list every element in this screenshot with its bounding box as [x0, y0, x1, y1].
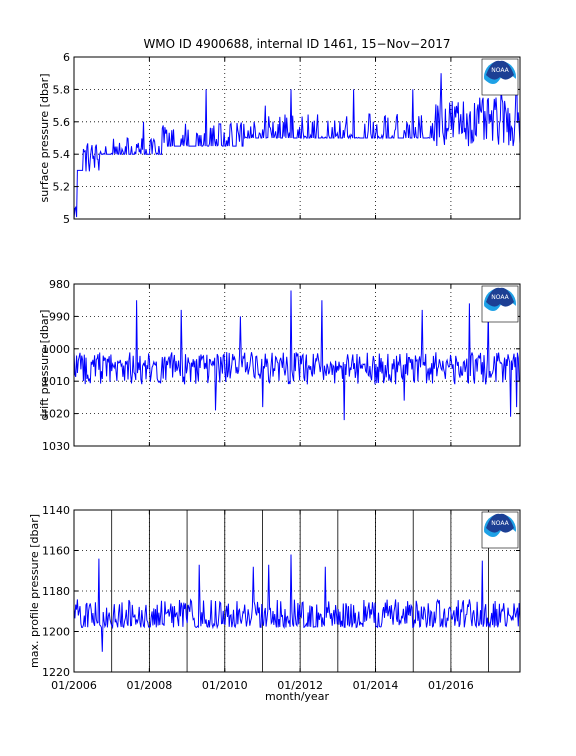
y-tick-label: 5.2 — [53, 181, 71, 194]
y-tick-label: 1200 — [42, 626, 70, 639]
y-tick-label: 6 — [63, 51, 70, 64]
y-tick-label: 1160 — [42, 545, 70, 558]
y-tick-label: 5.4 — [53, 148, 71, 161]
x-tick-label: 01/2014 — [353, 679, 399, 692]
noaa-logo-text: NOAA — [491, 294, 509, 301]
x-tick-label: 01/2008 — [127, 679, 173, 692]
y-tick-label: 980 — [49, 278, 70, 291]
y-axis-label: drift pressure [dbar] — [38, 310, 51, 421]
panel-1: 5 5.2 5.4 5.6 5.8 6 surface pressure [dbar] NOA… — [38, 51, 521, 226]
x-tick-label: 01/2012 — [277, 679, 323, 692]
x-tick-label: 01/2010 — [202, 679, 248, 692]
panel-2: 980 990 1000 1010 1020 1030 drift pressure [db… — [38, 278, 521, 453]
y-tick-label: 990 — [49, 310, 70, 323]
y-axis-label: max. profile pressure [dbar] — [28, 514, 41, 668]
axes-frame — [73, 283, 521, 447]
plot-area — [74, 510, 520, 672]
series-line — [73, 554, 521, 652]
noaa-logo: NOAA — [481, 58, 519, 96]
y-tick-label: 1020 — [42, 408, 70, 421]
x-tick-label: 01/2006 — [51, 679, 97, 692]
x-tick-label: 01/2016 — [428, 679, 474, 692]
noaa-logo: NOAA — [481, 285, 519, 323]
noaa-logo: NOAA — [481, 511, 519, 549]
figure-title: WMO ID 4900688, internal ID 1461, 15−Nov… — [143, 37, 450, 51]
y-axis-label: surface pressure [dbar] — [38, 74, 51, 203]
y-tick-label: 5.8 — [53, 83, 71, 96]
y-tick-label: 1010 — [42, 375, 70, 388]
y-tick-label: 5.6 — [53, 116, 71, 129]
panels: 5 5.2 5.4 5.6 5.8 6 surface pressure [dbar] NOA… — [28, 51, 521, 692]
x-axis-label: month/year — [265, 690, 329, 703]
y-tick-label: 5 — [63, 213, 70, 226]
y-tick-label: 1180 — [42, 585, 70, 598]
y-tick-label: 1030 — [42, 440, 70, 453]
series-line — [73, 290, 521, 421]
noaa-logo-text: NOAA — [491, 520, 509, 527]
axes-frame — [73, 56, 521, 220]
y-tick-label: 1000 — [42, 343, 70, 356]
y-tick-label: 1140 — [42, 504, 70, 517]
series-line — [73, 65, 521, 220]
noaa-logo-text: NOAA — [491, 67, 509, 74]
y-tick-label: 1220 — [42, 666, 70, 679]
